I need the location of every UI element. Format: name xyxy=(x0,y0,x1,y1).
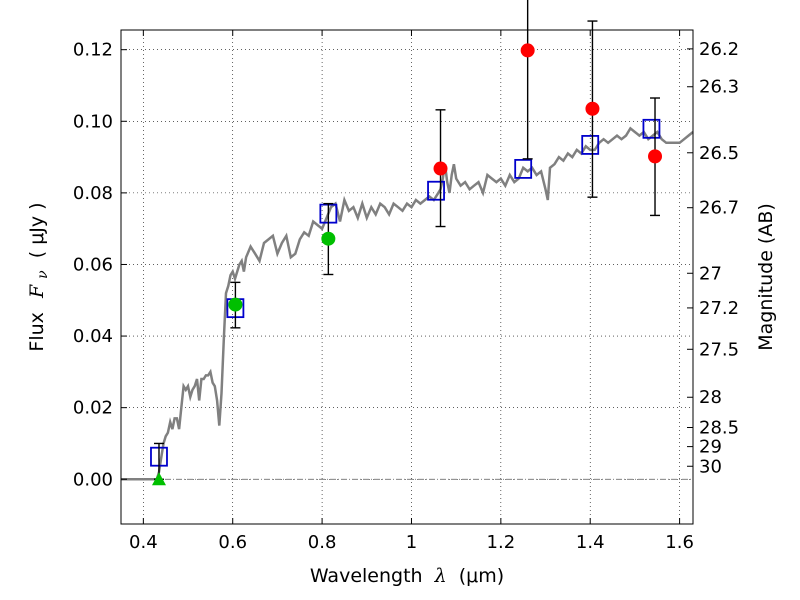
model-photometry-box xyxy=(581,135,600,155)
model-photometry-box xyxy=(514,158,533,179)
magnitude-tick-label: 27.2 xyxy=(699,298,739,319)
model-spectrum-line xyxy=(121,126,694,481)
model-photometry-box xyxy=(642,118,661,139)
observed-data-point xyxy=(321,231,336,246)
x-tick-label: 1.6 xyxy=(665,532,694,553)
observed-data-point xyxy=(585,101,600,116)
magnitude-tick-label: 29 xyxy=(699,437,722,458)
model-photometry-box xyxy=(427,180,445,201)
y-axis-label: Flux F ν ( μJy ) xyxy=(26,202,52,351)
x-tick-label: 0.8 xyxy=(308,532,337,553)
magnitude-tick-label: 27.5 xyxy=(699,339,739,360)
y-tick-label: 0.04 xyxy=(73,326,113,347)
y-tick-label: 0.10 xyxy=(73,111,113,132)
y-tick-label: 0.02 xyxy=(73,398,113,419)
grid-lines xyxy=(121,30,693,524)
magnitude-tick-label: 28 xyxy=(699,387,722,408)
magnitude-tick-label: 27 xyxy=(699,263,722,284)
x-tick-label: 0.4 xyxy=(129,532,158,553)
observed-data-point xyxy=(648,149,663,164)
y-tick-label: 0.06 xyxy=(73,254,113,275)
observed-points xyxy=(151,43,663,486)
magnitude-tick-label: 26.7 xyxy=(699,198,739,219)
observed-data-point xyxy=(433,161,448,176)
magnitude-tick-label: 26.2 xyxy=(699,39,739,60)
observed-upper-limit-triangle xyxy=(151,472,166,486)
magnitude-tick-label: 26.5 xyxy=(699,143,739,164)
plot-frame xyxy=(120,29,694,525)
observed-data-point xyxy=(228,297,243,312)
y-tick-label: 0.12 xyxy=(73,40,113,61)
axis-ticks: 0.4 0.6 0.8 1 1.2 1.4 1.6 0.00 0.02 0.04 0.06 0.08 0… xyxy=(73,30,739,553)
magnitude-tick-label: 26.3 xyxy=(699,77,739,98)
x-axis-label: Wavelength λ (μm) xyxy=(310,565,504,587)
magnitude-tick-label: 30 xyxy=(699,456,722,477)
x-tick-label: 1.2 xyxy=(487,532,516,553)
x-tick-label: 0.6 xyxy=(218,532,247,553)
magnitude-axis-label: Magnitude (AB) xyxy=(755,203,777,351)
x-tick-label: 1 xyxy=(406,532,417,553)
x-tick-label: 1.4 xyxy=(576,532,605,553)
y-tick-label: 0.08 xyxy=(73,183,113,204)
magnitude-tick-label: 28.5 xyxy=(699,418,739,439)
observed-data-point xyxy=(520,43,535,58)
y-tick-label: 0.00 xyxy=(73,469,113,490)
